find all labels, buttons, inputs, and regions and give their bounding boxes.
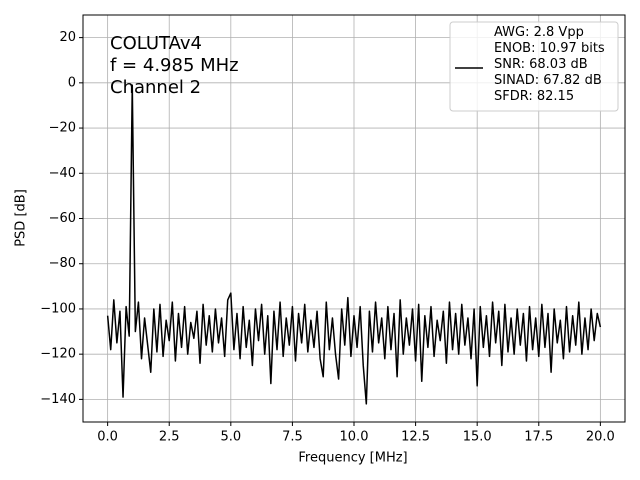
legend-label: AWG: 2.8 Vpp ENOB: 10.97 bits SNR: 68.03… xyxy=(494,25,605,104)
x-tick-label: 0.0 xyxy=(97,430,118,445)
annotation: Channel 2 xyxy=(110,77,201,98)
x-tick-label: 17.5 xyxy=(524,430,553,445)
y-axis-label: PSD [dB] xyxy=(14,189,29,247)
x-tick-label: 12.5 xyxy=(401,430,430,445)
y-tick-label: 0 xyxy=(68,75,76,90)
x-tick-label: 7.5 xyxy=(282,430,303,445)
plot-frame xyxy=(82,14,626,423)
y-tick-label: 20 xyxy=(59,30,76,45)
annotation: f = 4.985 MHz xyxy=(110,55,239,76)
y-tick-label: −100 xyxy=(40,301,76,316)
y-tick-label: −140 xyxy=(40,392,76,407)
y-tick-label: −80 xyxy=(49,256,76,271)
x-tick-label: 10.0 xyxy=(340,430,369,445)
y-tick-label: −20 xyxy=(49,121,76,136)
y-tick-label: −40 xyxy=(49,166,76,181)
psd-line xyxy=(106,84,602,405)
x-axis-label: Frequency [MHz] xyxy=(298,451,407,466)
y-tick-label: −120 xyxy=(40,347,76,362)
x-tick-label: 2.5 xyxy=(159,430,180,445)
y-tick-label: −60 xyxy=(49,211,76,226)
legend-box xyxy=(449,21,619,112)
x-tick-label: 15.0 xyxy=(463,430,492,445)
x-tick-label: 5.0 xyxy=(220,430,241,445)
x-tick-label: 20.0 xyxy=(586,430,615,445)
annotation: COLUTAv4 xyxy=(110,33,202,54)
